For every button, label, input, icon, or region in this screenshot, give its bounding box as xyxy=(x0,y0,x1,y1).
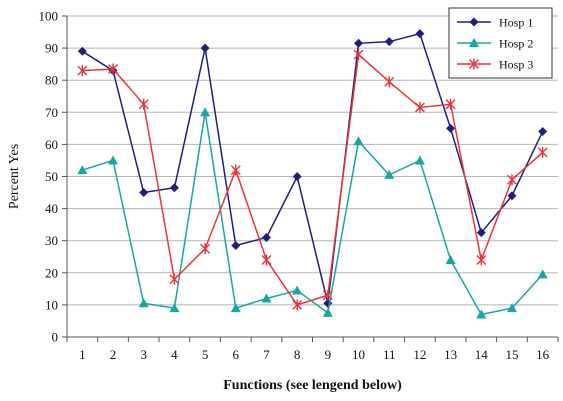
data-point xyxy=(169,183,179,193)
x-axis-title: Functions (see lengend below) xyxy=(223,378,402,393)
data-point xyxy=(469,38,479,47)
data-point xyxy=(476,309,487,319)
data-point xyxy=(230,164,241,176)
data-point xyxy=(414,155,425,165)
data-point xyxy=(537,269,548,279)
data-point xyxy=(384,169,395,179)
data-point xyxy=(292,299,303,311)
data-point xyxy=(261,293,272,303)
data-point xyxy=(261,232,271,242)
data-point xyxy=(446,123,456,133)
series-3 xyxy=(77,49,548,311)
data-point xyxy=(200,43,210,53)
data-point xyxy=(292,285,303,295)
y-tick-label: 70 xyxy=(45,105,58,120)
series-layer xyxy=(77,29,548,319)
data-point xyxy=(469,17,479,27)
data-point xyxy=(138,298,149,308)
axes xyxy=(66,16,558,338)
data-point xyxy=(169,273,180,285)
data-point xyxy=(138,98,149,110)
legend: Hosp 1 Hosp 2 Hosp 3 xyxy=(448,7,553,79)
x-tick-label: 7 xyxy=(263,347,270,362)
x-tick-label: 11 xyxy=(383,347,396,362)
data-point xyxy=(538,127,548,137)
series-2 xyxy=(77,107,548,319)
data-point xyxy=(537,146,548,158)
series-line xyxy=(82,53,544,306)
data-point xyxy=(77,65,88,77)
data-point xyxy=(200,243,211,255)
y-tick-label: 90 xyxy=(45,41,58,56)
data-point xyxy=(469,58,479,70)
y-tick-label: 10 xyxy=(45,297,58,312)
legend-label: Hosp 3 xyxy=(499,58,533,72)
data-point xyxy=(445,98,456,110)
y-tick-label: 0 xyxy=(52,330,59,345)
x-tick-label: 5 xyxy=(202,347,209,362)
y-axis-ticks: 0 10 20 30 40 50 60 70 80 90 100 xyxy=(39,9,67,345)
data-point xyxy=(506,303,517,313)
data-point xyxy=(445,254,456,264)
data-point xyxy=(169,303,180,313)
series-line xyxy=(82,112,544,316)
x-tick-label: 15 xyxy=(505,347,518,362)
data-point xyxy=(77,165,88,175)
data-point xyxy=(108,155,119,165)
data-point xyxy=(476,254,487,266)
data-point xyxy=(200,107,211,117)
y-tick-label: 80 xyxy=(45,73,58,88)
x-tick-label: 3 xyxy=(140,347,147,362)
data-point xyxy=(231,241,241,251)
legend-label: Hosp 2 xyxy=(499,37,533,51)
y-axis-title: Percent Yes xyxy=(7,144,22,209)
data-point xyxy=(292,172,302,181)
legend-item: Hosp 2 xyxy=(457,37,533,51)
data-point xyxy=(322,307,333,317)
x-tick-label: 16 xyxy=(536,347,550,362)
data-point xyxy=(353,136,364,146)
data-point xyxy=(507,191,517,201)
data-point xyxy=(108,63,119,75)
data-point xyxy=(77,46,87,56)
data-point xyxy=(506,174,517,186)
y-tick-label: 100 xyxy=(39,9,59,24)
y-tick-label: 50 xyxy=(45,169,58,184)
y-tick-label: 40 xyxy=(45,201,58,216)
y-tick-label: 60 xyxy=(45,137,58,152)
x-tick-label: 10 xyxy=(352,347,365,362)
x-tick-label: 6 xyxy=(233,347,240,362)
x-tick-label: 14 xyxy=(475,347,489,362)
x-axis-ticks: 1 2 3 4 5 6 7 8 9 10 11 12 13 14 15 16 xyxy=(66,337,559,362)
x-tick-label: 8 xyxy=(294,347,301,362)
data-point xyxy=(322,289,333,301)
x-tick-label: 13 xyxy=(444,347,457,362)
x-tick-label: 1 xyxy=(79,347,86,362)
x-tick-label: 9 xyxy=(325,347,332,362)
x-tick-label: 4 xyxy=(171,347,178,362)
data-point xyxy=(476,228,486,238)
data-point xyxy=(139,188,149,198)
data-point xyxy=(384,76,395,88)
legend-item: Hosp 1 xyxy=(457,16,533,30)
data-point xyxy=(230,303,241,313)
data-point xyxy=(354,38,364,48)
legend-item: Hosp 3 xyxy=(457,58,533,72)
y-tick-label: 30 xyxy=(45,233,58,248)
x-tick-label: 2 xyxy=(110,347,117,362)
data-point xyxy=(414,101,425,113)
data-point xyxy=(353,49,364,61)
data-point xyxy=(261,254,272,266)
data-point xyxy=(415,29,425,39)
data-point xyxy=(384,37,394,47)
y-tick-label: 20 xyxy=(45,265,58,280)
x-tick-label: 12 xyxy=(413,347,426,362)
legend-label: Hosp 1 xyxy=(499,16,533,30)
